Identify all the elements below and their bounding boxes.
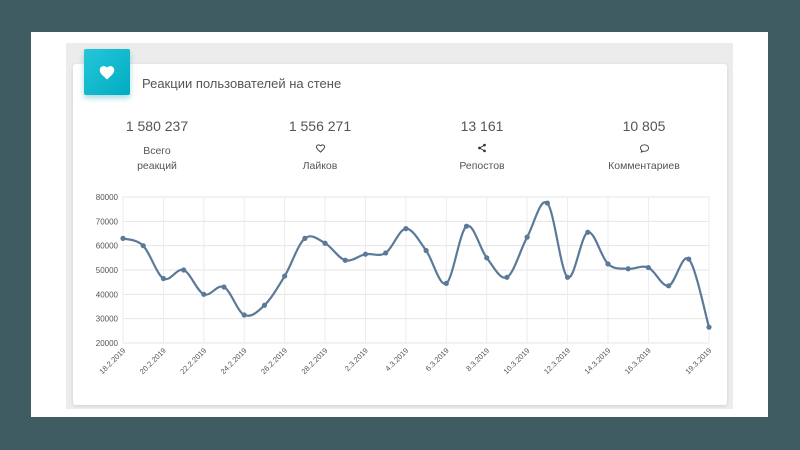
data-point[interactable] xyxy=(362,251,369,257)
x-tick-label: 20.2.2019 xyxy=(138,346,168,376)
data-point[interactable] xyxy=(564,274,571,280)
data-point[interactable] xyxy=(120,235,126,241)
data-point[interactable] xyxy=(160,275,167,282)
data-point[interactable] xyxy=(686,256,692,262)
data-point[interactable] xyxy=(443,280,449,286)
y-tick-label: 60000 xyxy=(96,242,119,251)
stat-label: Всего xyxy=(143,145,171,157)
y-axis-ticks: 20000 30000 40000 50000 60000 70000 80000 xyxy=(96,193,119,348)
x-tick-label: 24.2.2019 xyxy=(219,346,249,376)
stat-label: Лайков xyxy=(302,160,338,172)
data-point[interactable] xyxy=(342,257,348,263)
x-tick-label: 26.2.2019 xyxy=(259,346,289,376)
y-tick-label: 80000 xyxy=(96,193,119,202)
data-point[interactable] xyxy=(261,302,268,308)
x-tick-label: 8.3.2019 xyxy=(464,346,491,373)
data-point[interactable] xyxy=(504,274,510,280)
data-point[interactable] xyxy=(463,223,470,229)
series-points xyxy=(120,200,712,330)
stat-value: 1 556 271 xyxy=(288,118,352,134)
stat-value: 13 161 xyxy=(460,118,504,134)
data-point[interactable] xyxy=(544,200,550,206)
card-badge xyxy=(84,49,130,95)
data-point[interactable] xyxy=(201,291,207,297)
y-tick-label: 70000 xyxy=(96,217,119,226)
x-tick-label: 16.3.2019 xyxy=(623,346,653,376)
stat-value: 1 580 237 xyxy=(125,118,189,134)
data-point[interactable] xyxy=(140,243,146,249)
data-point[interactable] xyxy=(423,247,429,254)
card-title: Реакции пользователей на стене xyxy=(142,76,342,91)
data-point[interactable] xyxy=(241,312,247,318)
y-tick-label: 50000 xyxy=(96,266,119,275)
comment-icon xyxy=(639,144,649,154)
x-tick-label: 10.3.2019 xyxy=(502,346,532,376)
stat-label: Репостов xyxy=(459,160,505,172)
stat-label-second-line: реакций xyxy=(137,160,177,172)
data-point[interactable] xyxy=(221,284,227,290)
data-point[interactable] xyxy=(645,264,651,271)
stat-value: 10 805 xyxy=(622,118,666,134)
data-point[interactable] xyxy=(605,261,611,267)
chart-grid xyxy=(122,196,710,344)
x-axis-ticks: 18.2.2019 20.2.2019 22.2.2019 24.2.2019 26.2… xyxy=(97,346,713,376)
data-point[interactable] xyxy=(524,234,530,240)
data-point[interactable] xyxy=(282,273,288,279)
data-point[interactable] xyxy=(383,250,389,256)
x-tick-label: 28.2.2019 xyxy=(300,346,330,376)
heart-outline-icon xyxy=(315,144,325,153)
x-tick-label: 12.3.2019 xyxy=(542,346,572,376)
y-tick-label: 20000 xyxy=(96,339,119,348)
x-tick-label: 18.2.2019 xyxy=(97,346,127,376)
x-tick-label: 22.2.2019 xyxy=(178,346,208,376)
y-tick-label: 30000 xyxy=(96,315,119,324)
y-tick-label: 40000 xyxy=(96,290,119,299)
stat-label: Комментариев xyxy=(608,160,680,172)
heart-icon xyxy=(99,66,115,80)
x-tick-label: 14.3.2019 xyxy=(582,346,612,376)
data-point[interactable] xyxy=(484,255,490,261)
reactions-line-chart: 20000 30000 40000 50000 60000 70000 80000 18.2… xyxy=(96,193,714,376)
data-point[interactable] xyxy=(665,283,672,289)
x-tick-label: 6.3.2019 xyxy=(424,346,451,373)
x-tick-label: 2.3.2019 xyxy=(343,346,370,373)
data-point[interactable] xyxy=(322,240,328,246)
x-tick-label: 19.3.2019 xyxy=(683,346,713,376)
data-point[interactable] xyxy=(181,267,187,273)
data-point[interactable] xyxy=(403,226,409,232)
data-point[interactable] xyxy=(625,266,631,272)
data-point[interactable] xyxy=(302,235,308,241)
x-tick-label: 4.3.2019 xyxy=(383,346,410,373)
data-point[interactable] xyxy=(706,324,712,330)
share-icon xyxy=(478,143,486,153)
data-point[interactable] xyxy=(585,229,591,235)
